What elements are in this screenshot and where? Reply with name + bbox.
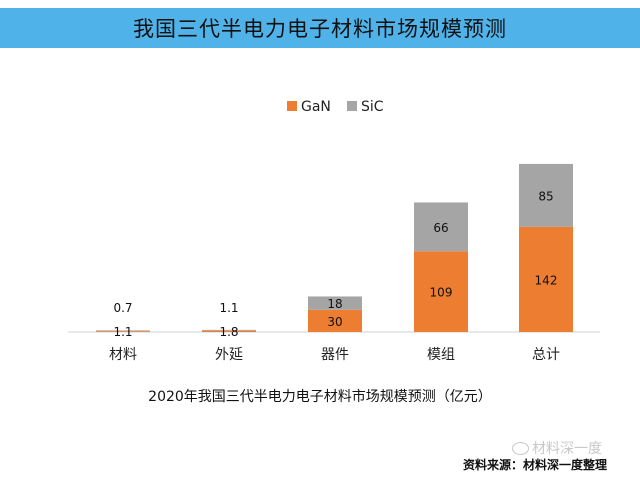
x-tick-label-0: 材料 [109, 347, 137, 363]
bar-gan-3 [414, 251, 468, 332]
x-tick-label-2: 器件 [321, 347, 349, 363]
bar-sic-0 [96, 330, 150, 332]
legend-label-sic: SiC [361, 99, 384, 115]
legend-label-gan: GaN [301, 99, 331, 115]
watermark-text: 材料深一度 [532, 441, 602, 457]
bar-gan-4 [519, 226, 573, 332]
data-label-gan-4: 142 [535, 273, 558, 287]
page-title: 我国三代半电力电子材料市场规模预测 [133, 17, 507, 41]
data-labels-group: 1.1 0.7 1.8 1.1 30 18 109 66 142 85 [113, 189, 557, 339]
legend-swatch-sic [347, 101, 357, 111]
bar-sic-4 [519, 163, 573, 227]
chart-caption: 2020年我国三代半电力电子材料市场规模预测（亿元） [148, 389, 492, 405]
data-label-gan-1: 1.8 [219, 325, 238, 339]
bar-gan-2 [308, 309, 362, 332]
bars-group [96, 163, 573, 332]
bar-sic-1 [202, 329, 256, 331]
data-label-sic-2: 18 [327, 297, 342, 311]
bar-gan-0 [96, 331, 150, 332]
legend-swatch-gan [287, 101, 297, 111]
data-label-sic-0: 0.7 [113, 301, 132, 315]
bar-gan-1 [202, 330, 256, 332]
data-label-gan-2: 30 [327, 315, 342, 329]
source-note: 资料来源：材料深一度整理 [463, 458, 608, 472]
bar-sic-3 [414, 202, 468, 252]
x-tick-labels: 材料 外延 器件 模组 总计 [109, 347, 560, 363]
data-label-sic-3: 66 [433, 221, 448, 235]
legend: GaN SiC [287, 99, 384, 115]
wechat-icon [512, 441, 529, 455]
x-tick-label-4: 总计 [532, 347, 560, 363]
title-banner: 我国三代半电力电子材料市场规模预测 [0, 8, 640, 48]
watermark: 材料深一度 [512, 438, 602, 458]
bar-sic-2 [308, 296, 362, 310]
data-label-sic-1: 1.1 [219, 301, 238, 315]
x-tick-label-3: 模组 [427, 347, 455, 363]
data-label-gan-0: 1.1 [113, 325, 132, 339]
x-tick-label-1: 外延 [215, 347, 243, 363]
data-label-gan-3: 109 [430, 286, 453, 300]
data-label-sic-4: 85 [538, 189, 553, 203]
